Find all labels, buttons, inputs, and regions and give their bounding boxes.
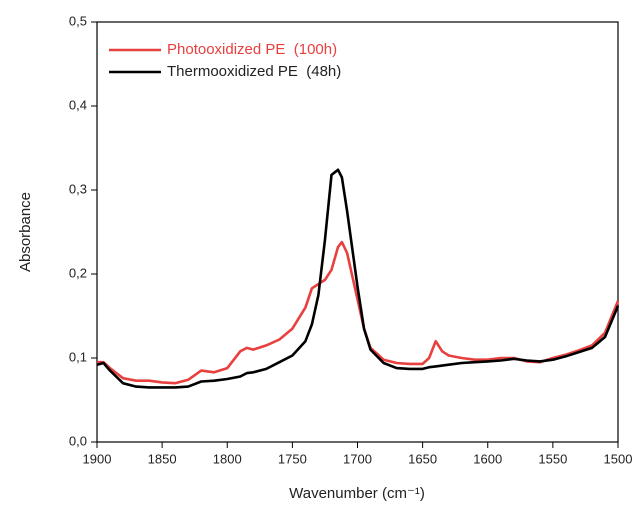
plot-frame (96, 21, 619, 443)
x-tick-label: 1750 (278, 451, 307, 466)
x-tick-label: 1600 (473, 451, 502, 466)
x-tick-label: 1500 (604, 451, 633, 466)
y-tick-label: 0,4 (69, 97, 87, 112)
y-axis-title: Absorbance (17, 192, 34, 272)
series-line (96, 168, 620, 389)
legend-text: Photooxidized PE (100h) (167, 41, 337, 58)
x-tick-label: 1550 (538, 451, 567, 466)
x-axis-title: Wavenumber (cm⁻¹) (289, 485, 425, 502)
x-tick-label: 1650 (408, 451, 437, 466)
x-tick-label: 1800 (213, 451, 242, 466)
x-tick-label: 1700 (343, 451, 372, 466)
x-tick-label: 1900 (83, 451, 112, 466)
y-tick-label: 0,5 (69, 13, 87, 28)
x-tick-label: 1850 (148, 451, 177, 466)
y-tick-label: 0,1 (69, 349, 87, 364)
y-tick-label: 0,2 (69, 265, 87, 280)
y-tick-label: 0,3 (69, 181, 87, 196)
legend-text: Thermooxidized PE (48h) (167, 63, 341, 80)
y-tick-label: 0,0 (69, 433, 87, 448)
